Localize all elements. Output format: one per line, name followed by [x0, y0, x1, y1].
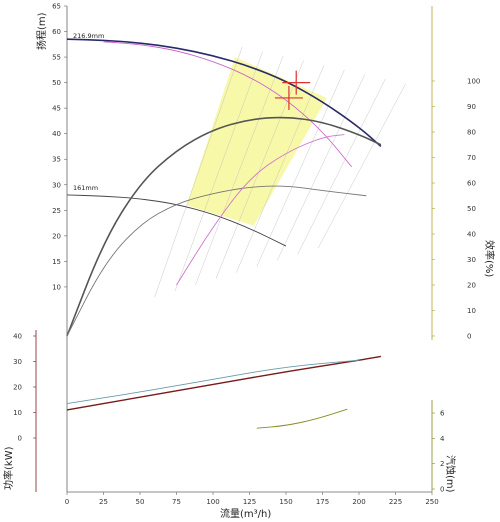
head-tick-label: 15 — [52, 258, 61, 266]
efficiency-axis-ticks: 0 10 20 30 40 50 60 70 80 90 100 — [432, 78, 480, 341]
head-tick-label: 60 — [52, 28, 61, 36]
head-tick-label: 65 — [52, 3, 61, 11]
x-tick-label: 200 — [352, 498, 365, 506]
iso-curve-guide — [277, 74, 366, 261]
x-tick-label: 150 — [279, 498, 292, 506]
power-axis-title: 功率(kW) — [2, 446, 15, 490]
x-tick-label: 225 — [389, 498, 402, 506]
series-head-mid — [103, 41, 353, 168]
head-tick-label: 45 — [52, 105, 61, 113]
head-tick-label: 50 — [52, 79, 61, 87]
iso-curve-guide — [154, 46, 243, 298]
npsh-tick-label: 6 — [440, 410, 445, 418]
iso-curve-guide — [256, 69, 345, 267]
head-tick-label: 30 — [52, 181, 61, 189]
x-axis-title: 流量(m³/h) — [220, 507, 271, 520]
power-tick-label: 40 — [13, 333, 22, 341]
efficiency-tick-label: 10 — [467, 307, 476, 315]
series-power-max — [66, 355, 382, 411]
series-efficiency-max — [66, 116, 382, 337]
power-tick-label: 10 — [13, 409, 22, 417]
series-npsh — [256, 408, 348, 429]
efficiency-tick-label: 90 — [467, 103, 476, 111]
head-tick-label: 35 — [52, 156, 61, 164]
series-head-max — [66, 38, 382, 148]
efficiency-tick-label: 100 — [467, 78, 480, 86]
x-tick-label: 0 — [65, 498, 69, 506]
head-tick-label: 55 — [52, 54, 61, 62]
npsh-tick-label: 4 — [440, 435, 445, 443]
x-tick-label: 250 — [425, 498, 438, 506]
x-tick-label: 50 — [136, 498, 145, 506]
series-layer — [66, 38, 382, 429]
head-tick-label: 40 — [52, 130, 61, 138]
series-power-min — [66, 359, 360, 405]
series-head-min — [66, 194, 287, 247]
efficiency-tick-label: 50 — [467, 205, 476, 213]
efficiency-tick-label: 30 — [467, 256, 476, 264]
power-tick-label: 20 — [13, 384, 22, 392]
operating-point-layer — [274, 70, 311, 110]
efficiency-axis-title: 效率(%) — [483, 240, 496, 277]
power-tick-label: 30 — [13, 358, 22, 366]
npsh-tick-label: 0 — [440, 486, 444, 494]
head-tick-label: 10 — [52, 283, 61, 291]
x-axis-ticks: 0 25 50 75 100 125 150 175 200 225 250 — [65, 492, 439, 506]
iso-curve-guide — [236, 65, 325, 273]
power-axis-ticks: 0 10 20 30 40 — [13, 333, 36, 443]
x-tick-label: 100 — [206, 498, 219, 506]
efficiency-tick-label: 0 — [467, 333, 471, 341]
efficiency-tick-label: 70 — [467, 154, 476, 162]
iso-curve-guide — [195, 55, 284, 285]
series-efficiency-mid — [176, 134, 345, 286]
efficiency-tick-label: 20 — [467, 282, 476, 290]
chart-axes — [35, 6, 433, 493]
impeller-label-min: 161mm — [73, 184, 98, 192]
recommended-region-layer — [154, 46, 406, 298]
npsh-axis-ticks: 0 2 4 6 — [432, 410, 445, 494]
head-tick-label: 20 — [52, 232, 61, 240]
efficiency-tick-label: 80 — [467, 129, 476, 137]
power-tick-label: 0 — [18, 435, 22, 443]
head-axis-ticks: 10 15 20 25 30 35 40 45 50 55 60 65 — [52, 3, 67, 291]
iso-curve-guide — [297, 78, 386, 255]
x-tick-label: 25 — [99, 498, 108, 506]
head-tick-label: 25 — [52, 207, 61, 215]
series-efficiency-min — [66, 185, 367, 337]
x-tick-label: 75 — [172, 498, 181, 506]
npsh-tick-label: 2 — [440, 460, 444, 468]
x-tick-label: 125 — [243, 498, 256, 506]
efficiency-tick-label: 40 — [467, 231, 476, 239]
head-axis-title: 扬程(m) — [35, 12, 48, 50]
iso-curve-guide — [317, 83, 406, 249]
recommended-region — [186, 57, 327, 226]
npsh-axis-title: 汽蚀(m) — [444, 455, 457, 493]
iso-curve-guide — [174, 51, 263, 292]
efficiency-tick-label: 60 — [467, 180, 476, 188]
impeller-label-max: 216.9mm — [73, 32, 104, 40]
x-tick-label: 175 — [316, 498, 329, 506]
